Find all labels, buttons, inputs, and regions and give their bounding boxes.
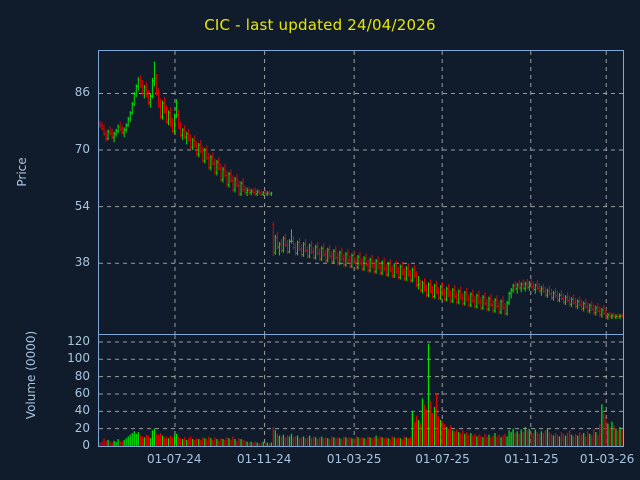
- volume-tick-label: 0: [82, 438, 90, 452]
- price-tick-label: 38: [74, 255, 90, 270]
- volume-axis-ticks: 120 100 80 60 40 20 0: [36, 326, 90, 452]
- date-tick-label: 01-11-24: [236, 452, 292, 466]
- price-plot-panel: [98, 50, 624, 335]
- price-axis-title: Price: [15, 157, 29, 187]
- volume-tick-label: 100: [67, 351, 90, 366]
- price-axis-ticks: 86 70 54 38: [36, 50, 90, 335]
- chart-title: CIC - last updated 24/04/2026: [204, 16, 436, 34]
- price-ohlc-bars: [99, 51, 623, 334]
- volume-tick-label: 120: [67, 333, 90, 348]
- date-tick-label: 01-03-26: [579, 452, 635, 466]
- volume-tick-label: 40: [74, 403, 90, 418]
- price-tick-label: 70: [74, 142, 90, 157]
- volume-plot-panel: [98, 334, 624, 447]
- date-tick-label: 01-07-24: [147, 452, 202, 466]
- volume-tick-label: 20: [74, 420, 90, 435]
- date-axis-ticks: 01-07-24 01-11-24 01-03-25 01-07-25 01-11-25…: [98, 452, 634, 470]
- date-tick-label: 01-03-25: [326, 452, 382, 466]
- date-tick-label: 01-11-25: [504, 452, 559, 466]
- volume-tick-label: 60: [74, 385, 90, 400]
- price-tick-label: 86: [74, 85, 90, 100]
- price-tick-label: 54: [74, 198, 90, 213]
- volume-bars: [99, 335, 623, 446]
- date-tick-label: 01-07-25: [415, 452, 470, 466]
- volume-tick-label: 80: [74, 368, 90, 383]
